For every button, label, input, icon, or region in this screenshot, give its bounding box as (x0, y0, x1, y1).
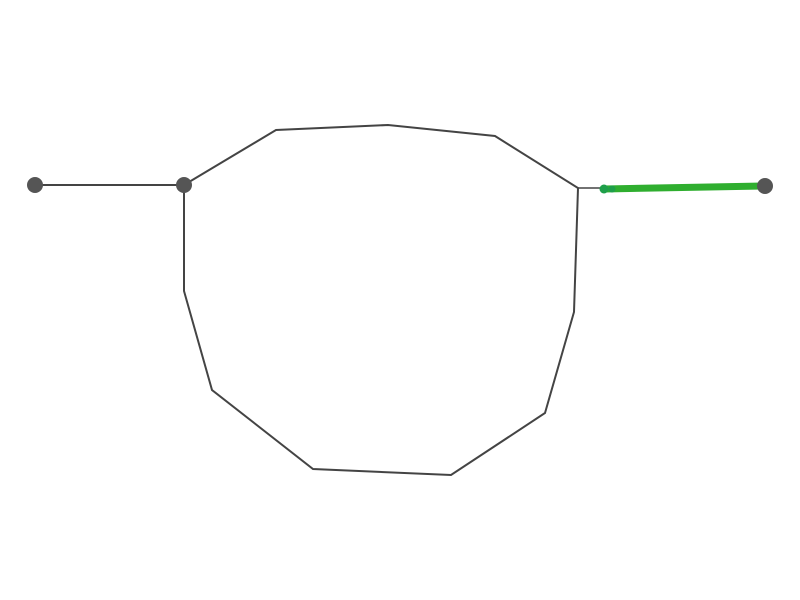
highlight-start-dot (599, 184, 609, 194)
junction-node[interactable] (176, 177, 192, 193)
left-node[interactable] (27, 177, 43, 193)
highlight-trail-dot (608, 185, 616, 193)
right-branch-edge (600, 182, 769, 193)
loop-polyline (183, 123, 580, 477)
right-node[interactable] (757, 178, 773, 194)
